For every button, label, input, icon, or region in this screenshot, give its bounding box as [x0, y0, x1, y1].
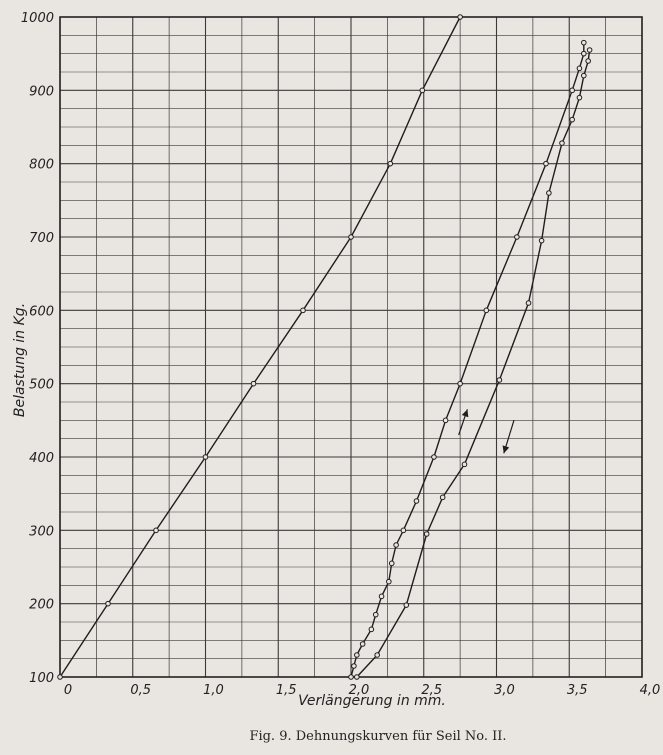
data-point — [387, 160, 394, 167]
data-point — [423, 531, 430, 537]
data-point — [483, 307, 490, 314]
data-point — [569, 87, 575, 94]
data-point — [388, 560, 395, 567]
data-point — [403, 602, 410, 608]
data-point — [393, 542, 399, 548]
y-tick-label: 1000 — [21, 11, 54, 26]
figure-caption: Fig. 9. Dehnungskurven für Seil No. II. — [249, 729, 506, 744]
series-line-1 — [59, 16, 461, 678]
data-point — [576, 65, 583, 72]
data-point — [514, 234, 520, 240]
data-point — [431, 454, 437, 460]
y-tick-label: 200 — [29, 598, 54, 613]
data-point — [419, 87, 426, 94]
x-tick-label: 4,0 — [640, 683, 661, 698]
y-tick-label: 900 — [29, 84, 54, 99]
x-tick-label: 2,0 — [349, 683, 370, 698]
y-tick-label: 800 — [29, 158, 54, 173]
data-point — [576, 94, 583, 101]
data-point — [202, 454, 209, 460]
data-point — [457, 380, 463, 387]
y-tick-label: 500 — [29, 378, 54, 393]
data-point — [300, 307, 306, 314]
data-point — [569, 116, 575, 123]
data-point — [57, 674, 63, 680]
data-point — [400, 527, 407, 534]
data-point — [378, 593, 385, 600]
data-point — [581, 72, 587, 79]
y-tick-label: 600 — [29, 304, 54, 319]
data-point — [153, 527, 159, 534]
y-tick-label: 100 — [29, 671, 54, 686]
x-tick-label: 0 — [64, 683, 72, 698]
tick-labels: 0 0,5 1,0 1,5 2,0 2,5 3,0 3,5 4,0 100 200 300 400 500… — [21, 11, 660, 698]
series-line-3 — [356, 49, 591, 678]
x-tick-label: 2,5 — [421, 683, 442, 698]
y-tick-label: 700 — [29, 231, 54, 246]
data-point — [457, 14, 463, 20]
series-group — [57, 14, 593, 680]
y-tick-label: 400 — [29, 451, 54, 466]
data-point — [442, 417, 449, 424]
data-point — [586, 47, 593, 53]
data-point — [368, 626, 375, 633]
data-point — [359, 641, 366, 647]
series-line-2 — [350, 42, 585, 678]
data-point — [351, 663, 357, 669]
data-point — [546, 190, 552, 196]
data-point — [105, 600, 111, 607]
data-point — [538, 237, 545, 244]
data-point — [496, 377, 503, 383]
arrow-up-icon — [461, 409, 469, 418]
data-point — [374, 652, 380, 658]
x-tick-label: 1,5 — [276, 683, 297, 698]
grid — [59, 16, 643, 678]
data-point — [354, 652, 360, 658]
x-tick-label: 0,5 — [130, 683, 151, 698]
x-tick-label: 3,5 — [567, 683, 588, 698]
data-point — [348, 234, 354, 240]
data-point — [354, 674, 360, 680]
x-tick-label: 1,0 — [203, 683, 224, 698]
data-point — [386, 578, 392, 585]
data-point — [372, 611, 379, 618]
annotations — [458, 409, 515, 454]
data-point — [581, 50, 587, 57]
x-tick-label: 3,0 — [494, 683, 515, 698]
data-point — [525, 300, 532, 306]
data-point — [348, 674, 354, 680]
data-point — [461, 461, 468, 468]
data-point — [543, 160, 549, 167]
y-axis-label: Belastung in Kg. — [12, 303, 28, 417]
y-tick-label: 300 — [29, 524, 54, 539]
data-point — [439, 494, 446, 501]
data-point — [581, 39, 587, 46]
data-point — [413, 498, 420, 504]
x-axis-label: Verlängerung in mm. — [298, 693, 446, 709]
data-point — [559, 140, 565, 146]
arrow-down-icon — [502, 445, 510, 454]
data-point — [585, 58, 591, 64]
data-point — [250, 380, 257, 387]
